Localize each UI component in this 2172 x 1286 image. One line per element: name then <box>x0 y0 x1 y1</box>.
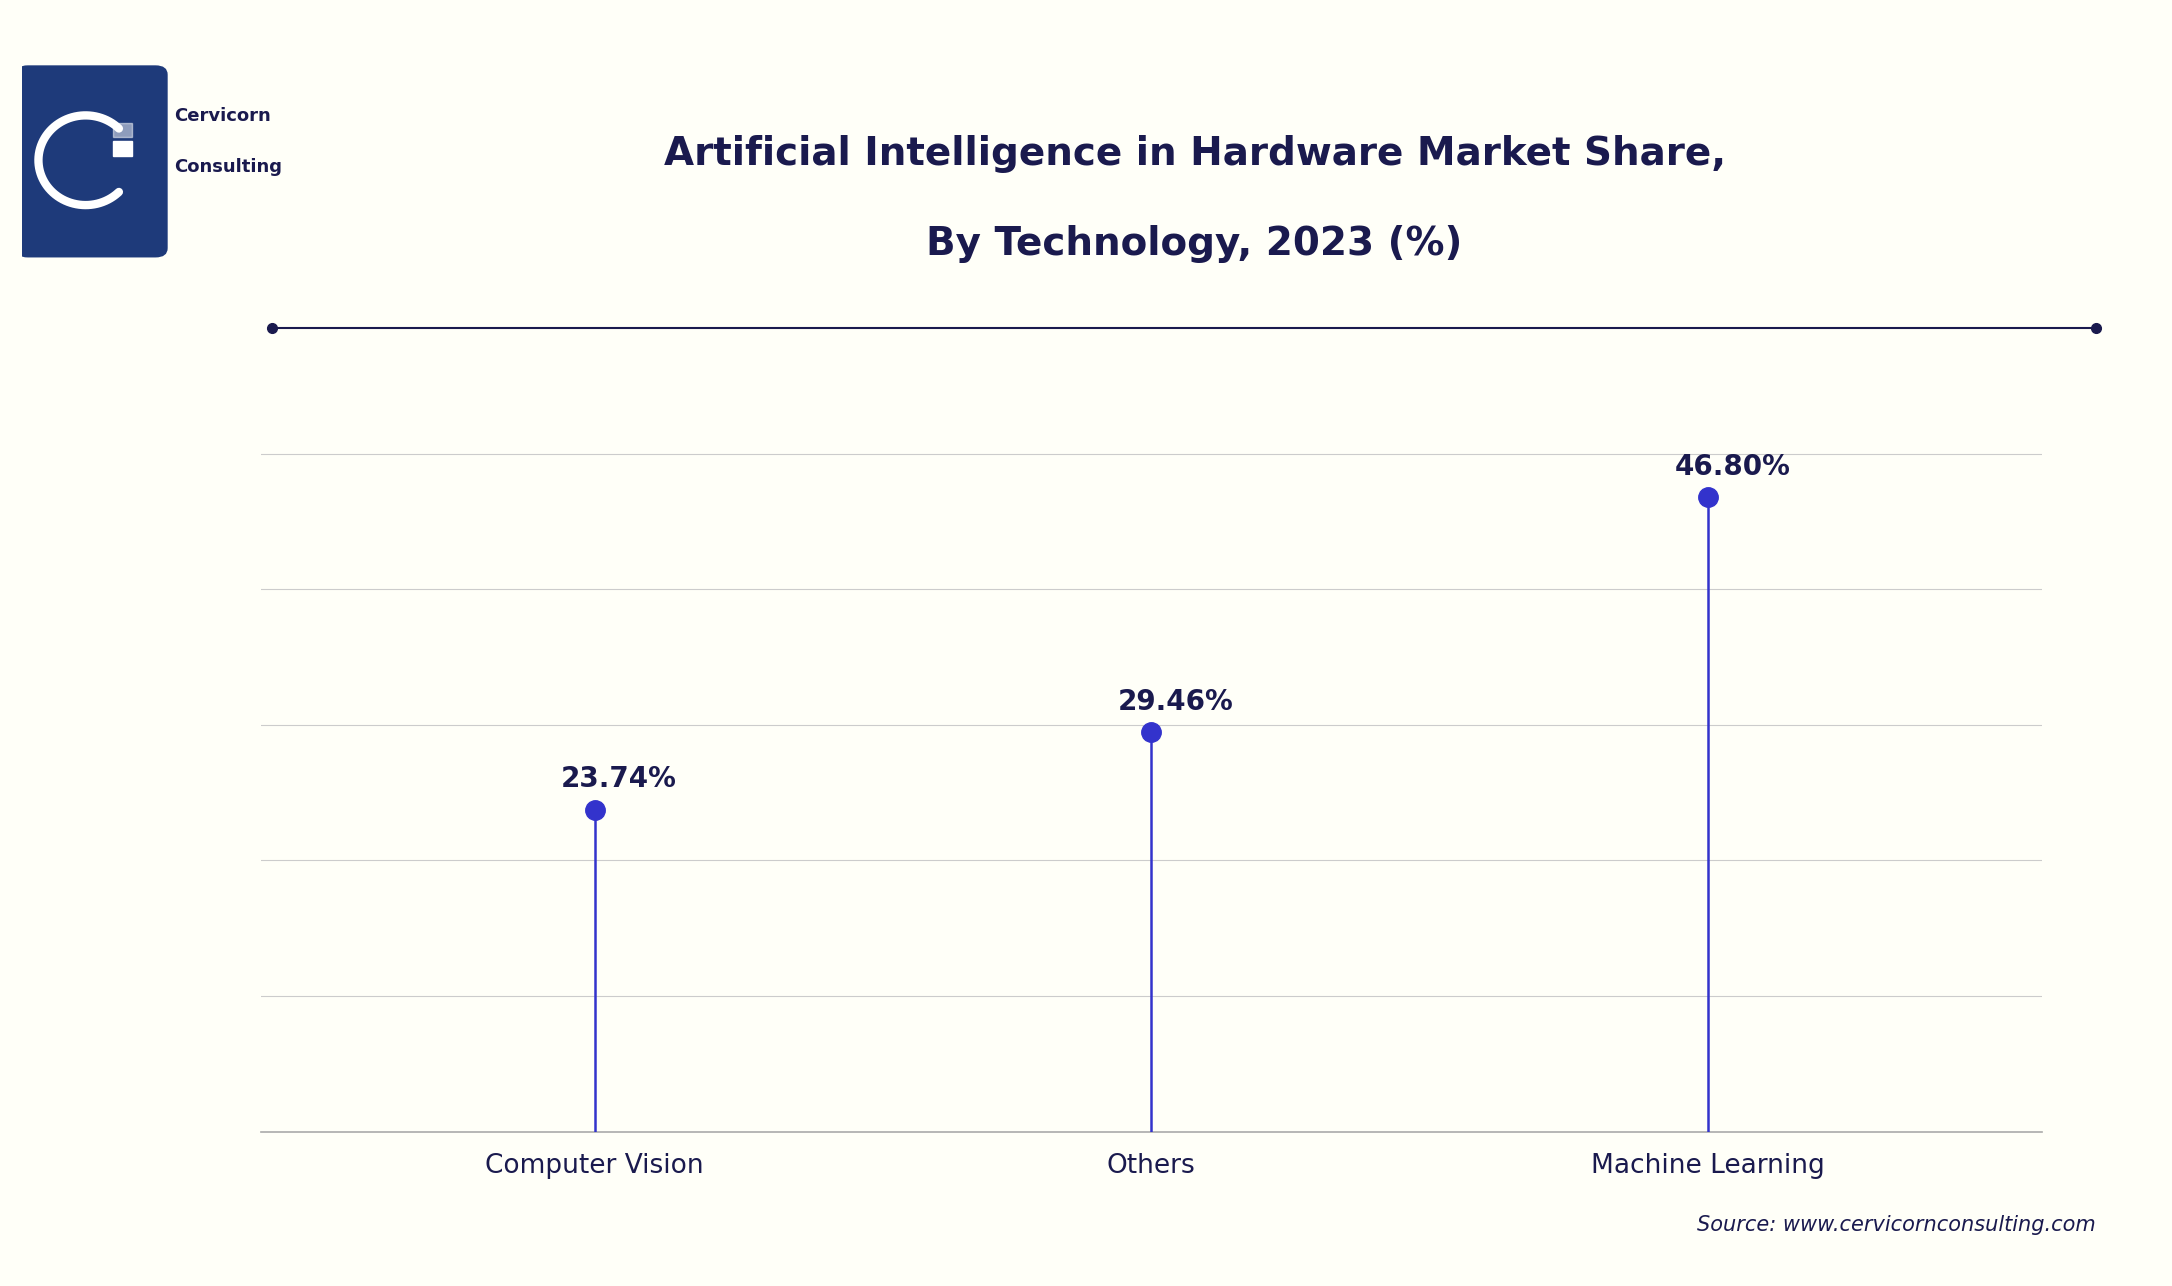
Text: Consulting: Consulting <box>174 158 282 176</box>
Text: Source: www.cervicornconsulting.com: Source: www.cervicornconsulting.com <box>1696 1214 2096 1235</box>
Text: 23.74%: 23.74% <box>560 765 678 793</box>
Bar <box>113 122 132 138</box>
Text: By Technology, 2023 (%): By Technology, 2023 (%) <box>927 225 1462 264</box>
Text: 46.80%: 46.80% <box>1675 453 1790 481</box>
FancyBboxPatch shape <box>15 66 167 257</box>
Text: Artificial Intelligence in Hardware Market Share,: Artificial Intelligence in Hardware Mark… <box>662 135 1727 174</box>
Text: Cervicorn: Cervicorn <box>174 107 272 125</box>
Bar <box>113 141 132 156</box>
Text: 29.46%: 29.46% <box>1119 688 1234 716</box>
